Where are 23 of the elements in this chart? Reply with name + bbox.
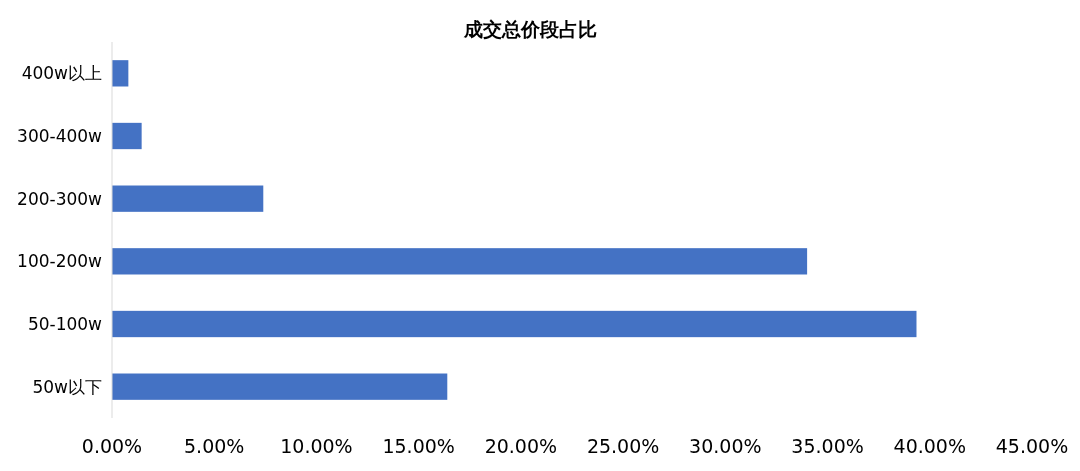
y-tick-label: 400w以上 [21, 63, 102, 84]
x-tick-label: 35.00% [791, 435, 864, 457]
x-tick-label: 25.00% [586, 435, 660, 457]
chart-title: 成交总价段占比 [462, 18, 597, 40]
y-tick-label: 200-300w [17, 188, 103, 209]
bar [112, 248, 808, 275]
bar [112, 185, 264, 212]
y-tick-label: 300-400w [17, 125, 103, 146]
y-tick-label: 50-100w [27, 313, 103, 334]
bar [112, 60, 129, 87]
x-tick-label: 5.00% [184, 435, 245, 457]
x-tick-label: 10.00% [280, 435, 353, 457]
x-tick-label: 15.00% [382, 435, 455, 457]
bar [112, 122, 142, 150]
y-tick-label: 50w以下 [32, 376, 102, 397]
x-tick-label: 20.00% [484, 435, 558, 457]
x-tick-label: 45.00% [995, 435, 1069, 457]
y-tick-label: 100-200w [17, 251, 103, 272]
bar [112, 310, 917, 338]
x-tick-label: 30.00% [689, 435, 762, 457]
bar [112, 373, 448, 400]
x-tick-label: 40.00% [893, 435, 966, 457]
x-tick-label: 0.00% [81, 435, 143, 457]
